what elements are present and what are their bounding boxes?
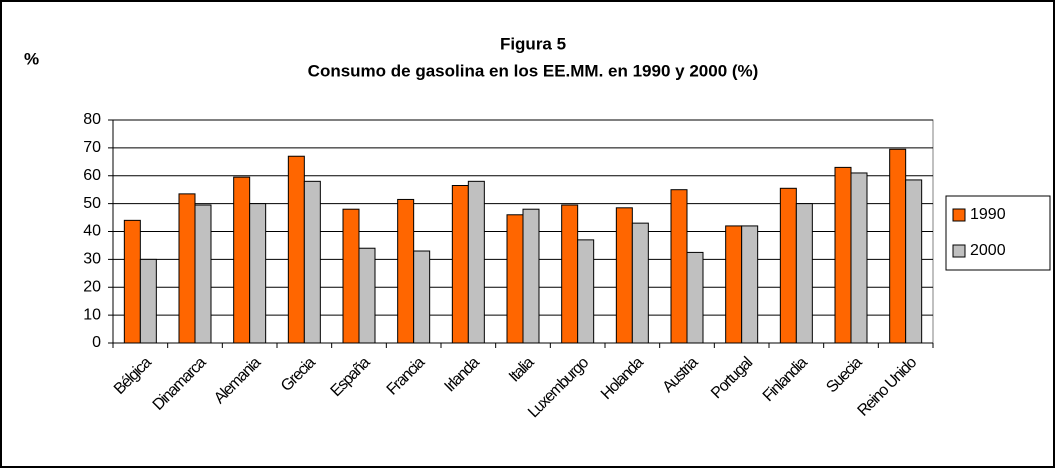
bar [358,247,376,344]
bar [725,225,743,344]
bar [467,180,485,344]
bar [795,203,813,344]
bar [194,204,212,344]
bar [249,203,267,344]
bar [413,250,431,344]
bar [779,187,797,344]
bar [233,176,251,344]
bar [451,185,469,344]
bar [139,258,157,344]
bar [905,179,923,344]
y-tick-label: 40 [83,223,101,240]
bar [686,251,704,344]
bar [287,155,305,344]
bar [741,225,759,344]
legend-box [945,195,1051,271]
bar [889,148,907,344]
bar [303,180,321,344]
y-axis-label: % [24,49,39,68]
bar [178,193,196,344]
chart-subtitle: Consumo de gasolina en los EE.MM. en 199… [308,61,759,80]
bar [631,222,649,344]
bar [615,207,633,344]
bar [342,208,360,344]
legend-swatch [952,244,966,258]
bar [850,172,868,344]
bar [670,189,688,344]
y-tick-label: 0 [92,334,101,351]
bar [561,204,579,344]
bar [577,239,595,344]
bar [834,166,852,344]
legend-label: 1990 [970,206,1006,223]
bar [397,198,415,344]
legend-swatch [952,208,966,222]
y-tick-label: 60 [83,167,101,184]
y-tick-label: 20 [83,278,101,295]
chart-title: Figura 5 [500,34,566,53]
y-tick-label: 70 [83,139,101,156]
bar [522,208,540,344]
y-tick-label: 50 [83,195,101,212]
bar [506,214,524,344]
y-tick-label: 80 [83,111,101,128]
bar [123,219,141,344]
y-tick-label: 10 [83,306,101,323]
y-tick-label: 30 [83,251,101,268]
legend-label: 2000 [970,242,1006,259]
